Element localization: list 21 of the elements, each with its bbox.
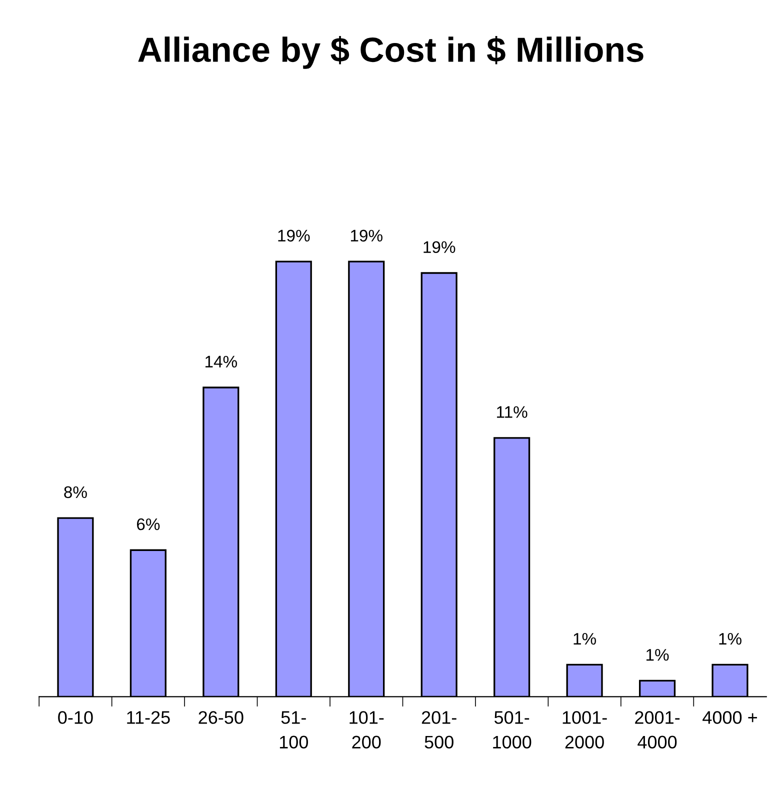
data-label: 11%	[497, 406, 528, 418]
x-tick-label: 26-50	[198, 711, 244, 724]
x-tick-label: 11-25	[127, 711, 170, 724]
x-tick-label: 2001- 4000	[635, 711, 680, 749]
chart-title: Alliance by $ Cost in $ Millions	[138, 36, 644, 69]
x-tick-label: 201- 500	[422, 711, 456, 749]
x-tick-label: 0-10	[58, 711, 93, 724]
x-tick-label: 51- 100	[280, 711, 308, 749]
x-tick-label: 101- 200	[350, 711, 384, 749]
data-label: 14%	[206, 356, 237, 368]
x-tick-label: 1001- 2000	[562, 711, 607, 749]
data-label: 1%	[574, 632, 596, 645]
x-tick-label: 501- 1000	[493, 711, 532, 749]
data-label: 1%	[719, 632, 742, 645]
data-label: 1%	[646, 649, 669, 661]
data-label: 19%	[278, 230, 310, 242]
data-label: 8%	[64, 486, 87, 498]
data-label: 19%	[424, 241, 456, 254]
data-label: 6%	[136, 518, 160, 530]
x-tick-label: 4000 +	[702, 711, 757, 724]
data-label: 19%	[350, 230, 382, 242]
